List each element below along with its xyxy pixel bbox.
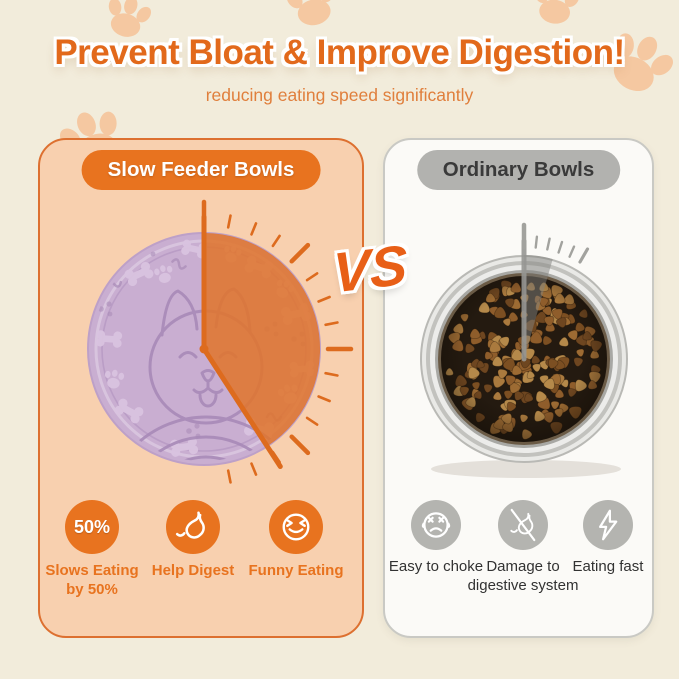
feature-eating-fast: Eating fast xyxy=(558,500,652,576)
stomach-crossed-icon xyxy=(498,500,548,550)
lightning-icon xyxy=(583,500,633,550)
clock-ticks-right xyxy=(521,222,590,264)
feature-label: Easy to choke xyxy=(388,558,484,575)
feature-slows-eating: 50% Slows Eating by 50% xyxy=(40,500,144,599)
ordinary-panel: Ordinary Bowls xyxy=(383,138,654,638)
slow-feeder-bowl-illustration xyxy=(87,199,354,484)
slow-feeder-panel: Slow Feeder Bowls xyxy=(38,138,364,638)
stomach-icon xyxy=(166,500,220,554)
feature-help-digest: Help Digest xyxy=(141,500,245,580)
feature-label: Eating fast xyxy=(572,558,644,575)
fast-time-wedge xyxy=(524,255,553,359)
feature-digestive-damage: Damage to digestive system xyxy=(460,500,586,595)
feature-label: Funny Eating xyxy=(248,562,344,579)
clock-ticks-left xyxy=(201,199,354,484)
laughing-face-icon xyxy=(269,500,323,554)
vs-label: VS xyxy=(332,231,408,305)
page-title: Prevent Bloat & Improve Digestion! xyxy=(54,33,625,72)
feature-label: Help Digest xyxy=(151,562,235,579)
feature-label: Damage to digestive system xyxy=(467,558,579,595)
ordinary-badge: Ordinary Bowls xyxy=(416,150,621,190)
feature-funny-eating: Funny Eating xyxy=(244,500,348,580)
subtitle: reducing eating speed significantly xyxy=(205,85,474,105)
feature-label: Slows Eating by 50% xyxy=(45,562,139,599)
ordinary-bowl-illustration xyxy=(420,222,628,478)
feature-easy-to-choke: Easy to choke xyxy=(386,500,486,576)
slow-feeder-badge: Slow Feeder Bowls xyxy=(81,150,321,190)
choking-face-icon xyxy=(411,500,461,550)
fifty-percent-icon: 50% xyxy=(65,500,119,554)
